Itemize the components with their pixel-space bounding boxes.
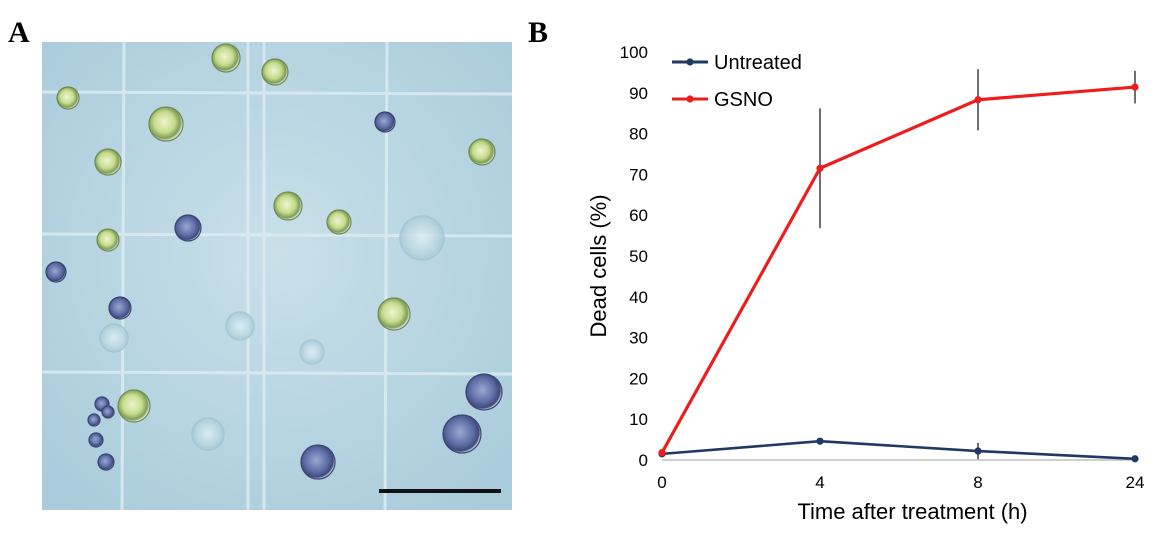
y-tick-label: 10 — [629, 410, 648, 429]
series-gsno — [658, 69, 1139, 457]
series-line — [661, 439, 1136, 461]
y-tick-label: 20 — [629, 369, 648, 388]
legend-entry: Untreated — [672, 52, 802, 74]
legend-marker — [686, 95, 694, 103]
microscopy-image — [42, 42, 512, 510]
y-tick-label: 40 — [629, 288, 648, 307]
series-line — [660, 85, 1136, 454]
y-tick-label: 50 — [629, 247, 648, 266]
data-point — [816, 437, 824, 445]
x-axis-title: Time after treatment (h) — [797, 499, 1027, 524]
y-tick-label: 0 — [639, 451, 648, 470]
data-point — [816, 164, 824, 172]
micro-background — [42, 42, 512, 510]
ghost-cells — [99, 215, 445, 451]
panel-a-label: A — [8, 16, 30, 49]
y-tick-label: 100 — [620, 43, 648, 62]
hemocytometer-grid — [42, 42, 512, 510]
x-tick-label: 0 — [657, 473, 666, 492]
data-point — [1131, 83, 1139, 91]
y-tick-label: 70 — [629, 165, 648, 184]
panel-b-label: B — [528, 16, 549, 49]
y-tick-label: 80 — [629, 125, 648, 144]
data-point — [974, 447, 982, 455]
legend-label: GSNO — [714, 89, 773, 111]
x-tick-label: 24 — [1126, 473, 1145, 492]
x-tick-label: 4 — [815, 473, 824, 492]
dead-cells-blue — [45, 111, 503, 480]
legend-label: Untreated — [714, 52, 802, 74]
data-point — [658, 449, 666, 457]
y-tick-label: 60 — [629, 206, 648, 225]
series-untreated — [658, 437, 1139, 463]
legend-marker — [686, 58, 694, 66]
y-tick-label: 30 — [629, 329, 648, 348]
legend-entry: GSNO — [672, 89, 773, 111]
y-tick-label: 90 — [629, 84, 648, 103]
x-tick-label: 8 — [973, 473, 982, 492]
data-point — [974, 96, 982, 104]
y-axis-title: Dead cells (%) — [586, 194, 611, 337]
data-point — [1131, 455, 1139, 463]
live-cells-green — [56, 43, 496, 423]
